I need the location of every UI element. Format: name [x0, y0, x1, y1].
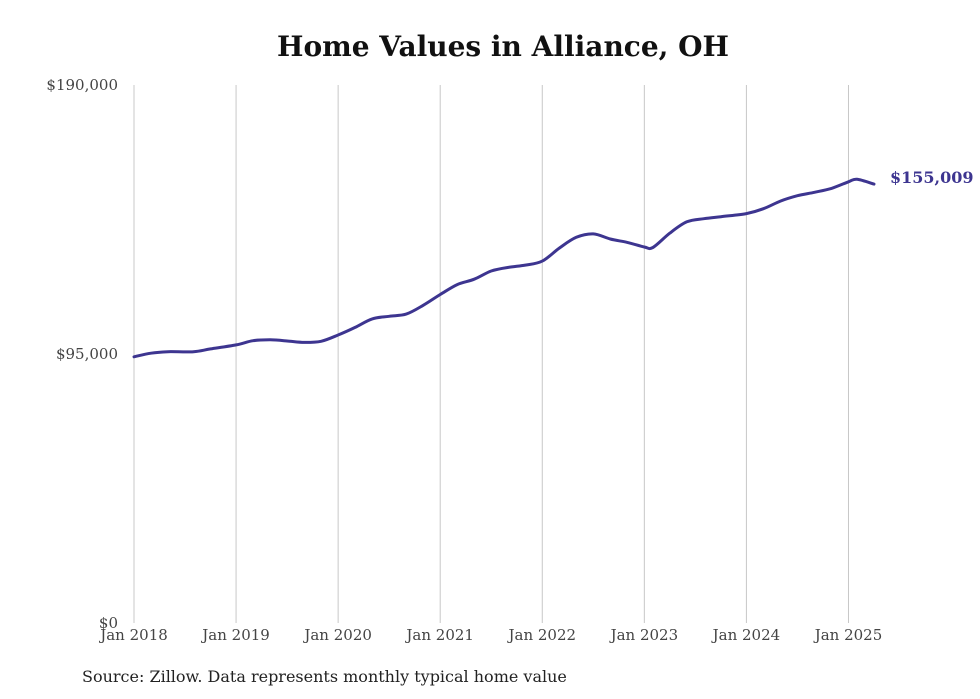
- x-tick-label: Jan 2019: [200, 626, 270, 644]
- x-tick-label: Jan 2021: [404, 626, 474, 644]
- grid-lines: [133, 85, 849, 623]
- end-value-label-layer: $155,009: [890, 168, 974, 187]
- x-tick-label: Jan 2020: [302, 626, 372, 644]
- home-value-line: [132, 177, 876, 359]
- chart-title: Home Values in Alliance, OH: [276, 30, 730, 63]
- series-layer: [132, 177, 876, 359]
- x-tick-label: Jan 2024: [711, 626, 781, 644]
- end-value-label: $155,009: [890, 168, 974, 187]
- x-tick-label: Jan 2022: [506, 626, 576, 644]
- x-tick-label: Jan 2023: [609, 626, 679, 644]
- y-axis-tick-labels: $0 $95,000 $190,000: [46, 76, 118, 632]
- source-note: Source: Zillow. Data represents monthly …: [82, 667, 567, 686]
- x-axis-tick-labels: Jan 2018 Jan 2019 Jan 2020 Jan 2021 Jan 2022…: [98, 626, 882, 644]
- y-tick-label: $190,000: [46, 76, 118, 94]
- y-tick-label: $0: [99, 614, 118, 632]
- x-tick-label: Jan 2018: [98, 626, 168, 644]
- y-tick-label: $95,000: [56, 345, 118, 363]
- x-tick-label: Jan 2025: [813, 626, 883, 644]
